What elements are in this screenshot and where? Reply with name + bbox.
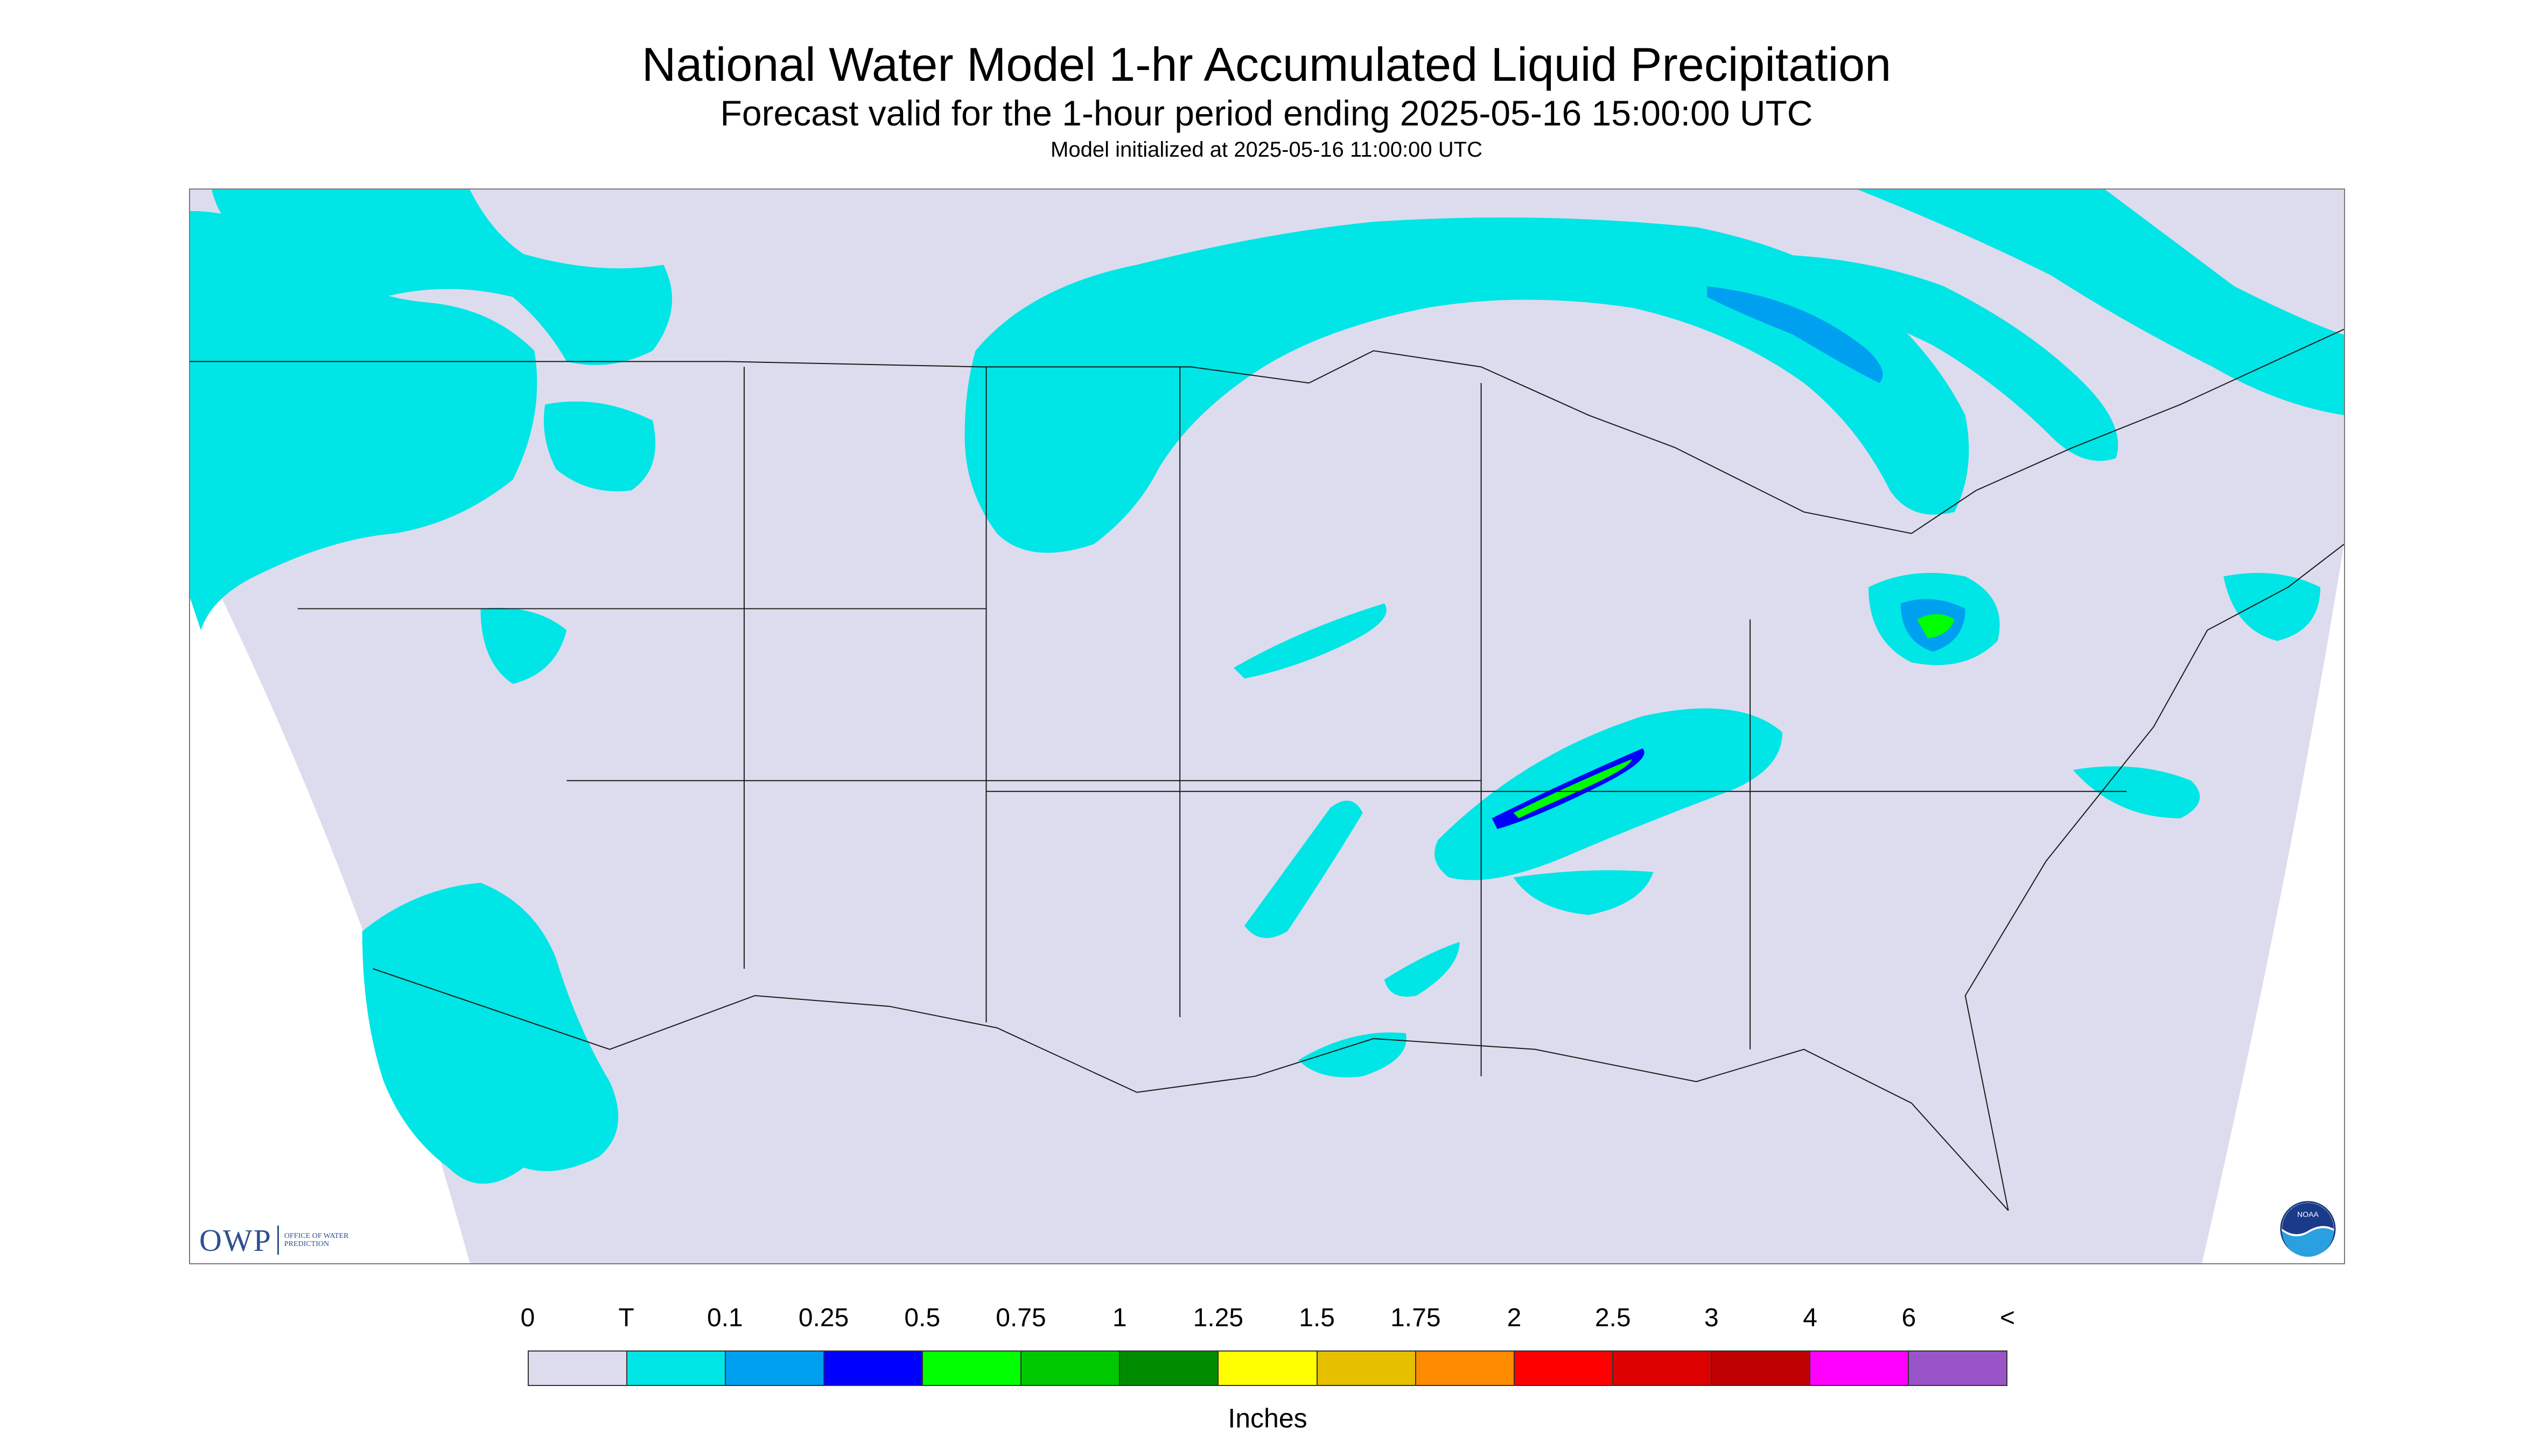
legend-tick-label: 0.1 <box>707 1304 743 1332</box>
owp-logo: OWP OFFICE OF WATER PREDICTION <box>199 1221 354 1259</box>
legend-swatch <box>1416 1352 1515 1385</box>
atlantic-coastline <box>1964 543 2344 1211</box>
precipitation-map[interactable] <box>189 188 2345 1264</box>
precip-core-ohio-green <box>1513 759 1632 818</box>
legend-swatch <box>824 1352 923 1385</box>
legend-unit-label: Inches <box>1228 1403 1307 1433</box>
precip-california <box>362 883 619 1184</box>
legend-tick-label: < <box>1999 1304 2016 1332</box>
precip-great-lakes-band <box>1750 254 2118 461</box>
model-domain <box>190 190 2344 1263</box>
legend-tick-label: 1.5 <box>1299 1304 1335 1332</box>
gulf-coastline <box>1255 1038 2009 1211</box>
noaa-logo: NOAA <box>2280 1201 2336 1257</box>
precip-louisiana <box>1384 942 1460 997</box>
map-title: National Water Model 1-hr Accumulated Li… <box>641 38 1892 91</box>
legend-swatch <box>726 1352 825 1385</box>
legend-tick-label: 0.75 <box>996 1304 1046 1332</box>
legend-tick-label: 6 <box>1901 1304 1916 1332</box>
precip-pnw <box>190 211 537 631</box>
border-us-canada-west <box>190 361 1310 384</box>
map-canvas <box>190 190 2344 1263</box>
precip-utah <box>480 607 567 684</box>
owp-logo-divider <box>277 1226 279 1255</box>
legend-colorbar <box>528 1350 2007 1386</box>
precip-tennessee <box>1513 870 1654 915</box>
precip-missouri-streak <box>1234 603 1387 679</box>
legend-swatch <box>1120 1352 1219 1385</box>
legend-swatch <box>1908 1352 2006 1385</box>
border-us-mexico <box>373 968 1256 1093</box>
legend-swatch <box>1317 1352 1416 1385</box>
legend-tick-label: 1.75 <box>1390 1304 1441 1332</box>
legend-tick-label: 2.5 <box>1594 1304 1631 1332</box>
precip-idaho <box>543 401 656 492</box>
legend-labels: 0 T 0.1 0.25 0.5 0.75 1 1.25 1.5 1.75 2 2.5 3 4 6 < <box>521 1303 2016 1335</box>
legend-tick-label: 4 <box>1803 1304 1817 1332</box>
model-init-line: Model initialized at 2025-05-16 11:00:00… <box>1051 138 1482 162</box>
legend-tick-label: 0 <box>520 1304 535 1332</box>
precip-mid-atlantic-coast <box>2073 766 2200 818</box>
legend-tick-label: 0.5 <box>904 1304 941 1332</box>
legend-tick-label: T <box>618 1304 634 1332</box>
precip-texas-streak <box>1244 800 1363 939</box>
map-subtitle: Forecast valid for the 1-hour period end… <box>720 93 1813 133</box>
precip-core-pa-green <box>1916 614 1955 639</box>
precip-new-england <box>2223 572 2321 641</box>
legend-swatch <box>1219 1352 1318 1385</box>
legend-tick-label: 0.25 <box>798 1304 849 1332</box>
legend-tick-label: 3 <box>1704 1304 1719 1332</box>
color-legend: 0 T 0.1 0.25 0.5 0.75 1 1.25 1.5 1.75 2 2.5 3 4 6 < Inc… <box>521 1303 2016 1438</box>
political-boundaries <box>190 328 2344 1211</box>
owp-logo-subtext: OFFICE OF WATER PREDICTION <box>284 1232 349 1248</box>
precip-ohio-valley <box>1435 708 1783 880</box>
svg-text:NOAA: NOAA <box>2297 1210 2319 1219</box>
precip-pnw-north <box>211 190 673 366</box>
legend-swatch <box>1711 1352 1810 1385</box>
border-us-canada-east <box>1309 328 2344 534</box>
legend-swatch <box>1810 1352 1909 1385</box>
legend-tick-label: 2 <box>1507 1304 1522 1332</box>
legend-tick-label: 1.25 <box>1193 1304 1244 1332</box>
legend-swatch <box>1021 1352 1121 1385</box>
legend-tick-label: 1 <box>1112 1304 1127 1332</box>
owp-logo-text: OWP <box>199 1222 272 1258</box>
precip-quebec <box>1857 190 2344 416</box>
precipitation-areas <box>190 190 2344 1184</box>
noaa-emblem: NOAA <box>2280 1201 2336 1257</box>
precip-gulf-coast <box>1298 1032 1407 1077</box>
precip-core-great-lakes <box>1707 286 1883 383</box>
legend-swatch <box>923 1352 1022 1385</box>
legend-swatch <box>1514 1352 1613 1385</box>
legend-swatch <box>1613 1352 1712 1385</box>
legend-swatch <box>529 1352 628 1385</box>
legend-swatch <box>627 1352 726 1385</box>
